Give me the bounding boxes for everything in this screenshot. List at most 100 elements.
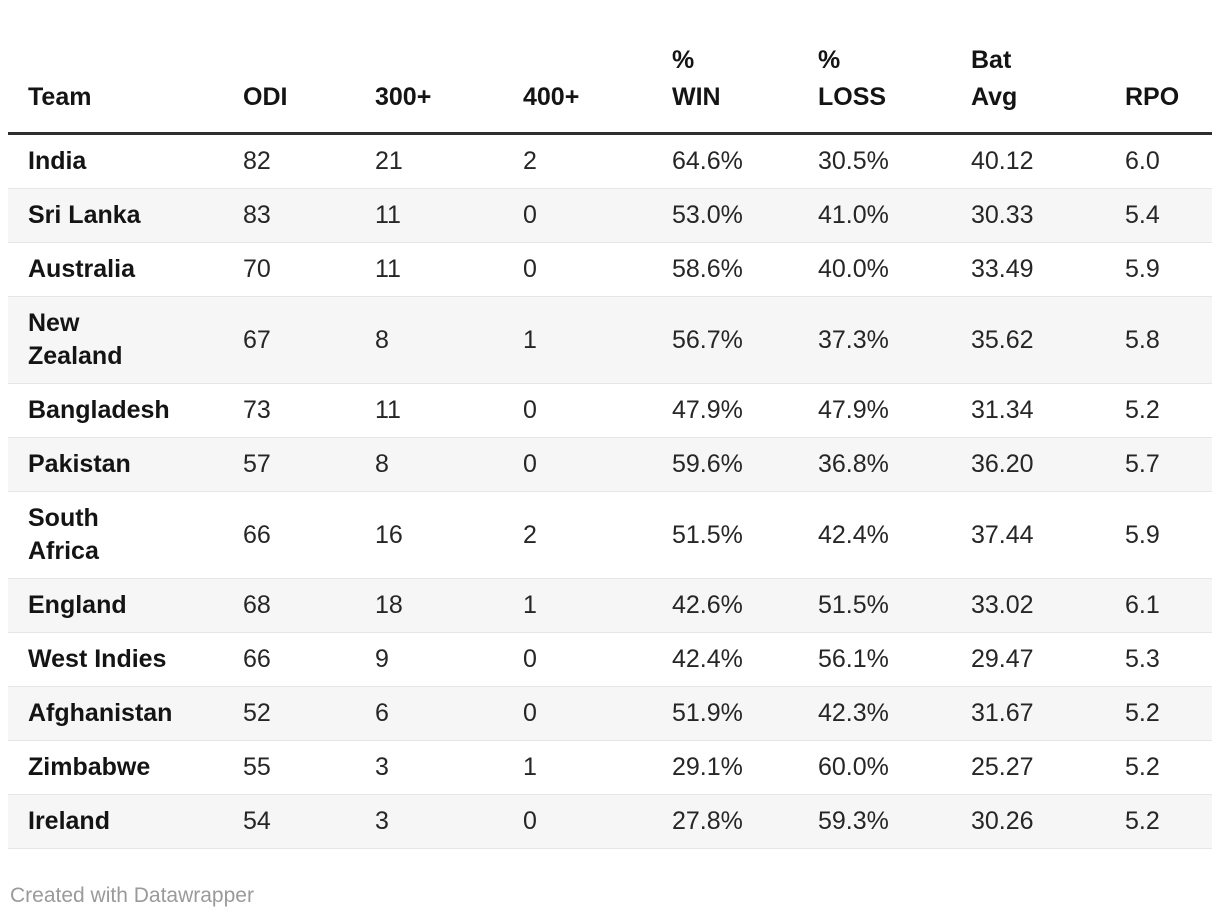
value-cell: 5.3: [1105, 632, 1212, 687]
value-cell: 40.12: [951, 133, 1105, 189]
value-cell: 36.8%: [798, 437, 951, 492]
value-cell: 67: [223, 296, 355, 384]
team-cell: Pakistan: [8, 437, 223, 492]
value-cell: 0: [503, 383, 652, 438]
value-cell: 55: [223, 740, 355, 795]
value-cell: 0: [503, 188, 652, 243]
column-header-400plus: 400+: [503, 42, 652, 135]
value-cell: 31.34: [951, 383, 1105, 438]
column-header-loss-pct: % LOSS: [798, 42, 951, 135]
team-cell: Ireland: [8, 794, 223, 849]
team-cell: India: [8, 133, 223, 189]
footer: Created with Datawrapper: [10, 884, 254, 908]
table-row: India 82 21 2 64.6% 30.5% 40.12 6.0: [8, 133, 1212, 189]
table-row: Ireland 54 3 0 27.8% 59.3% 30.26 5.2: [8, 794, 1212, 849]
table-body: India 82 21 2 64.6% 30.5% 40.12 6.0 Sri Lanka 83 1…: [8, 133, 1212, 849]
value-cell: 2: [503, 491, 652, 579]
value-cell: 30.5%: [798, 133, 951, 189]
value-cell: 51.5%: [652, 491, 798, 579]
value-cell: 47.9%: [798, 383, 951, 438]
value-cell: 16: [355, 491, 503, 579]
value-cell: 31.67: [951, 686, 1105, 741]
value-cell: 0: [503, 242, 652, 297]
value-cell: 59.3%: [798, 794, 951, 849]
value-cell: 70: [223, 242, 355, 297]
column-header-300plus: 300+: [355, 42, 503, 135]
value-cell: 41.0%: [798, 188, 951, 243]
value-cell: 0: [503, 686, 652, 741]
team-cell: New Zealand: [8, 296, 223, 384]
value-cell: 5.2: [1105, 740, 1212, 795]
value-cell: 8: [355, 437, 503, 492]
value-cell: 0: [503, 632, 652, 687]
value-cell: 6: [355, 686, 503, 741]
column-header-bat-avg: Bat Avg: [951, 42, 1105, 135]
value-cell: 5.9: [1105, 491, 1212, 579]
value-cell: 18: [355, 578, 503, 633]
value-cell: 6.1: [1105, 578, 1212, 633]
value-cell: 42.4%: [652, 632, 798, 687]
value-cell: 51.5%: [798, 578, 951, 633]
value-cell: 73: [223, 383, 355, 438]
table-row: New Zealand 67 8 1 56.7% 37.3% 35.62 5.8: [8, 296, 1212, 384]
value-cell: 59.6%: [652, 437, 798, 492]
value-cell: 11: [355, 383, 503, 438]
value-cell: 9: [355, 632, 503, 687]
value-cell: 42.6%: [652, 578, 798, 633]
team-cell: Bangladesh: [8, 383, 223, 438]
value-cell: 47.9%: [652, 383, 798, 438]
datawrapper-credit-link[interactable]: Created with Datawrapper: [10, 884, 254, 907]
value-cell: 29.47: [951, 632, 1105, 687]
value-cell: 25.27: [951, 740, 1105, 795]
value-cell: 66: [223, 632, 355, 687]
table-row: South Africa 66 16 2 51.5% 42.4% 37.44 5.9: [8, 491, 1212, 579]
value-cell: 1: [503, 578, 652, 633]
table-row: England 68 18 1 42.6% 51.5% 33.02 6.1: [8, 578, 1212, 633]
value-cell: 53.0%: [652, 188, 798, 243]
table-row: Australia 70 11 0 58.6% 40.0% 33.49 5.9: [8, 242, 1212, 297]
value-cell: 11: [355, 242, 503, 297]
odi-stats-table: Team ODI 300+ 400+ % WIN % LOSS Bat Avg …: [8, 42, 1212, 849]
value-cell: 5.9: [1105, 242, 1212, 297]
value-cell: 3: [355, 740, 503, 795]
value-cell: 30.26: [951, 794, 1105, 849]
value-cell: 54: [223, 794, 355, 849]
value-cell: 2: [503, 133, 652, 189]
value-cell: 66: [223, 491, 355, 579]
value-cell: 6.0: [1105, 133, 1212, 189]
table-row: Pakistan 57 8 0 59.6% 36.8% 36.20 5.7: [8, 437, 1212, 492]
team-cell: Afghanistan: [8, 686, 223, 741]
value-cell: 33.49: [951, 242, 1105, 297]
value-cell: 37.44: [951, 491, 1105, 579]
value-cell: 3: [355, 794, 503, 849]
value-cell: 35.62: [951, 296, 1105, 384]
value-cell: 60.0%: [798, 740, 951, 795]
value-cell: 21: [355, 133, 503, 189]
value-cell: 5.8: [1105, 296, 1212, 384]
value-cell: 33.02: [951, 578, 1105, 633]
team-cell: Australia: [8, 242, 223, 297]
value-cell: 40.0%: [798, 242, 951, 297]
value-cell: 56.7%: [652, 296, 798, 384]
value-cell: 42.4%: [798, 491, 951, 579]
team-cell: Sri Lanka: [8, 188, 223, 243]
value-cell: 11: [355, 188, 503, 243]
value-cell: 5.2: [1105, 686, 1212, 741]
header-row: Team ODI 300+ 400+ % WIN % LOSS Bat Avg …: [8, 42, 1212, 135]
column-header-team: Team: [8, 42, 223, 135]
value-cell: 68: [223, 578, 355, 633]
value-cell: 56.1%: [798, 632, 951, 687]
value-cell: 0: [503, 437, 652, 492]
value-cell: 42.3%: [798, 686, 951, 741]
team-cell: West Indies: [8, 632, 223, 687]
value-cell: 58.6%: [652, 242, 798, 297]
team-cell: South Africa: [8, 491, 223, 579]
value-cell: 5.2: [1105, 383, 1212, 438]
column-header-rpo: RPO: [1105, 42, 1212, 135]
table-row: West Indies 66 9 0 42.4% 56.1% 29.47 5.3: [8, 632, 1212, 687]
value-cell: 8: [355, 296, 503, 384]
value-cell: 52: [223, 686, 355, 741]
value-cell: 83: [223, 188, 355, 243]
table-row: Afghanistan 52 6 0 51.9% 42.3% 31.67 5.2: [8, 686, 1212, 741]
